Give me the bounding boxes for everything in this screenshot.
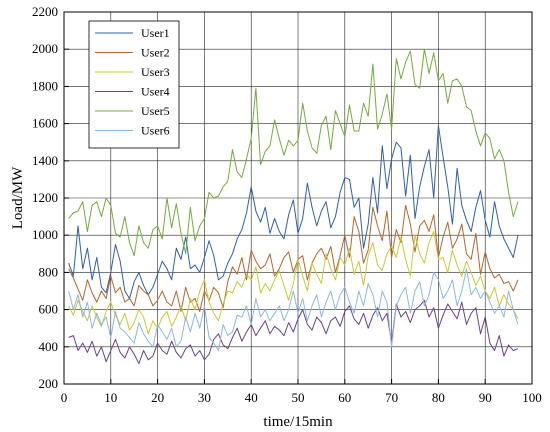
- legend-label: User3: [141, 65, 170, 79]
- legend-label: User4: [141, 85, 170, 99]
- series-line-user5: [68, 48, 519, 257]
- series-line-user3: [68, 230, 519, 335]
- series-line-user4: [68, 299, 519, 365]
- x-tick-label: 60: [338, 390, 351, 405]
- y-tick-label: 2200: [32, 4, 58, 19]
- series-lines: [68, 48, 519, 365]
- x-tick-label: 40: [245, 390, 258, 405]
- y-tick-label: 600: [39, 302, 59, 317]
- y-tick-label: 1800: [32, 78, 58, 93]
- legend-box: [88, 20, 180, 149]
- x-tick-label: 20: [151, 390, 164, 405]
- x-tick-label: 100: [522, 390, 542, 405]
- y-tick-label: 400: [39, 339, 59, 354]
- legend-label: User1: [141, 26, 170, 40]
- x-tick-label: 30: [198, 390, 211, 405]
- legend: User1 User2 User3 User4 User5 User6: [88, 20, 180, 149]
- y-tick-label: 1400: [32, 153, 58, 168]
- legend-label: User6: [141, 124, 170, 138]
- x-tick-label: 50: [292, 390, 305, 405]
- x-axis-label: time/15min: [263, 414, 333, 430]
- y-tick-label: 1600: [32, 116, 58, 131]
- x-tick-label: 70: [385, 390, 398, 405]
- y-tick-label: 1200: [32, 190, 58, 205]
- y-tick-label: 800: [39, 264, 59, 279]
- legend-label: User5: [141, 104, 170, 118]
- x-tick-label: 90: [479, 390, 492, 405]
- y-tick-label: 200: [39, 376, 59, 391]
- series-line-user2: [68, 204, 519, 312]
- y-tick-label: 2000: [32, 41, 58, 56]
- series-line-user1: [68, 124, 519, 299]
- y-tick-label: 1000: [32, 227, 58, 242]
- grid: [64, 12, 532, 384]
- x-tick-label: 80: [432, 390, 445, 405]
- x-tick-label: 10: [104, 390, 117, 405]
- x-tick-label: 0: [61, 390, 68, 405]
- series-line-user6: [68, 268, 519, 352]
- y-axis-label: Load/MW: [10, 166, 26, 229]
- axis-ticks: 0 10 20 30 40 50 60 70 80 90 100 200 400 600 800 1000 12…: [32, 4, 542, 405]
- legend-label: User2: [141, 46, 170, 60]
